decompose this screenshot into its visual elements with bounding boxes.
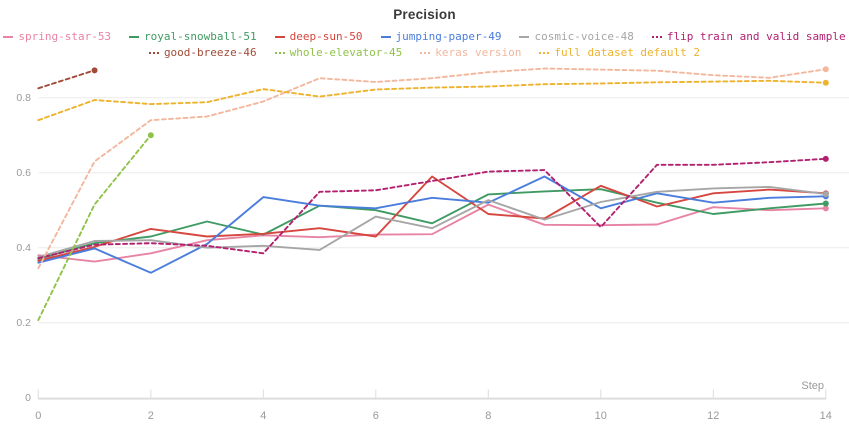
x-axis-title: Step (801, 380, 824, 392)
x-tick-label: 14 (820, 410, 832, 422)
legend-item-deep-sun-50[interactable]: deep-sun-50 (274, 29, 363, 45)
series-end-dot-flip-train-and-valid-sample (822, 155, 829, 162)
series-end-dot-spring-star-53 (822, 205, 829, 212)
x-tick-label: 10 (595, 410, 607, 422)
legend-item-spring-star-53[interactable]: spring-star-53 (3, 29, 111, 45)
series-end-dot-whole-elevator-45 (147, 132, 154, 139)
series-end-dot-cosmic-voice-48 (822, 191, 829, 198)
series-end-dot-royal-snowball-51 (822, 200, 829, 207)
series-line-full-dataset-default-2 (37, 79, 827, 122)
x-tick-label: 2 (148, 410, 154, 422)
series-line-cosmic-voice-48 (37, 185, 827, 259)
legend-item-jumping-paper-49[interactable]: jumping-paper-49 (380, 29, 502, 45)
legend-row-2: good-breeze-46 whole-elevator-45 keras ver… (0, 45, 849, 61)
dashed-line-swatch-icon (274, 52, 285, 54)
x-tick-label: 12 (707, 410, 719, 422)
series-line-jumping-paper-49 (37, 175, 827, 274)
dashed-line-swatch-icon (539, 52, 550, 54)
x-tick-label: 4 (260, 410, 266, 422)
series-line-spring-star-53 (37, 203, 827, 263)
series-line-whole-elevator-45 (37, 134, 152, 322)
legend-row-1: spring-star-53 royal-snowball-51 deep-sun-… (0, 29, 849, 45)
legend-label: deep-sun-50 (289, 30, 363, 43)
legend-item-royal-snowball-51[interactable]: royal-snowball-51 (129, 29, 257, 45)
series-line-deep-sun-50 (37, 175, 827, 262)
legend-item-whole-elevator-45[interactable]: whole-elevator-45 (274, 45, 403, 61)
solid-line-swatch-icon (380, 36, 391, 38)
legend-label: full dataset default 2 (554, 46, 701, 59)
legend-item-full-dataset-default-2[interactable]: full dataset default 2 (539, 45, 700, 61)
legend-label: keras version (435, 46, 522, 59)
x-tick-label: 8 (485, 410, 491, 422)
solid-line-swatch-icon (274, 36, 285, 38)
x-tick-label: 0 (35, 410, 41, 422)
legend-label: jumping-paper-49 (395, 30, 502, 43)
legend-label: spring-star-53 (18, 30, 112, 43)
legend-item-keras-version[interactable]: keras version (420, 45, 521, 61)
series-line-good-breeze-46 (37, 69, 96, 90)
y-tick-label: 0 (25, 392, 31, 404)
y-tick-label: 0.2 (16, 317, 31, 329)
dashed-line-swatch-icon (148, 52, 159, 54)
legend-label: cosmic-voice-48 (534, 30, 634, 43)
series-line-royal-snowball-51 (37, 188, 827, 260)
legend: spring-star-53 royal-snowball-51 deep-sun-… (0, 29, 849, 61)
legend-item-flip-train-and-valid-sample[interactable]: flip train and valid sample (651, 29, 846, 45)
legend-item-cosmic-voice-48[interactable]: cosmic-voice-48 (519, 29, 634, 45)
series-line-keras-version (37, 67, 827, 270)
x-tick-label: 6 (373, 410, 379, 422)
solid-line-swatch-icon (129, 36, 140, 38)
series-end-dot-keras-version (822, 66, 829, 73)
legend-item-good-breeze-46[interactable]: good-breeze-46 (148, 45, 257, 61)
series-line-flip-train-and-valid-sample (37, 157, 827, 260)
series-end-dot-good-breeze-46 (91, 67, 98, 74)
legend-label: royal-snowball-51 (144, 30, 257, 43)
legend-label: good-breeze-46 (163, 46, 257, 59)
solid-line-swatch-icon (519, 36, 530, 38)
dashed-line-swatch-icon (651, 36, 662, 38)
chart-title: Precision (393, 7, 456, 22)
legend-label: whole-elevator-45 (289, 46, 403, 59)
dashed-line-swatch-icon (420, 52, 431, 54)
legend-label: flip train and valid sample (666, 30, 846, 43)
y-tick-label: 0.8 (16, 92, 31, 104)
series-end-dot-full-dataset-default-2 (822, 79, 829, 86)
y-tick-label: 0.4 (16, 242, 31, 254)
solid-line-swatch-icon (3, 36, 14, 38)
y-tick-label: 0.6 (16, 167, 31, 179)
